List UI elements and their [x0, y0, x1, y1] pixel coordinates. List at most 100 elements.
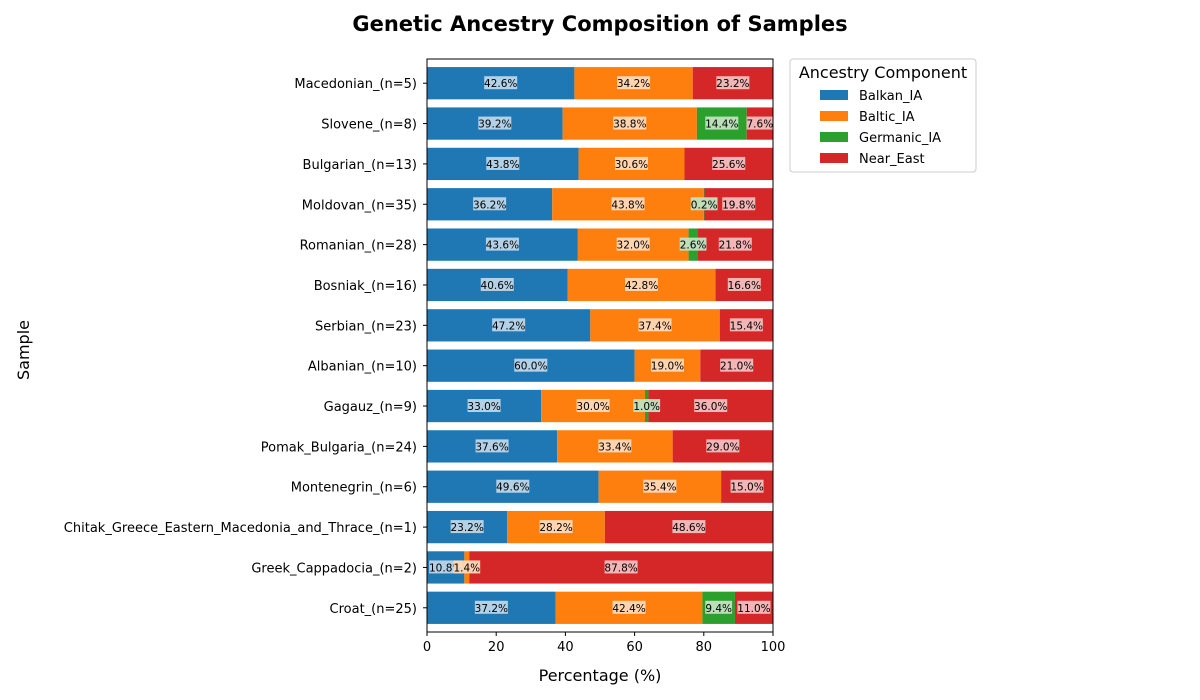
y-tick-label: Macedonian_(n=5) [294, 77, 417, 92]
data-label-background [694, 399, 728, 413]
data-label: 49.6% [496, 482, 529, 494]
data-label: 19.8% [722, 199, 755, 211]
data-label: 42.6% [484, 78, 517, 90]
y-tick-label: Gagauz_(n=9) [324, 400, 417, 415]
data-label-background [478, 116, 512, 130]
data-label-background [576, 399, 610, 413]
data-label: 11.0% [737, 603, 770, 615]
data-label-background [650, 358, 684, 372]
data-label: 39.2% [478, 119, 511, 131]
data-label-background [672, 520, 706, 534]
data-label-background [706, 439, 740, 453]
data-label: 37.2% [475, 603, 508, 615]
data-label-background [539, 520, 573, 534]
data-label-background [496, 479, 530, 493]
x-tick-label: 60 [626, 640, 643, 655]
y-tick-label: Croat_(n=25) [330, 602, 417, 617]
y-tick-label: Bosniak_(n=16) [314, 279, 417, 294]
legend-items: Balkan_IA Baltic_IA Germanic_IA Near_East [820, 89, 941, 167]
data-label: 16.6% [728, 280, 761, 292]
data-label-background [486, 156, 520, 170]
data-label: 36.0% [694, 401, 727, 413]
data-label: 7.6% [747, 119, 774, 131]
data-label-background [492, 318, 526, 332]
legend: Ancestry Component Balkan_IA Baltic_IA Ger… [789, 58, 977, 173]
data-label-background [727, 277, 761, 291]
y-ticks-group: Macedonian_(n=5) Slovene_(n=8) Bulgarian_(… [64, 77, 427, 617]
data-label: 37.6% [475, 441, 508, 453]
data-label-background [450, 520, 484, 534]
data-labels-group: 42.6% 34.2% 23.2% 39.2% 38.8% 14.4% 7.6% 43.8% 3… [429, 76, 774, 615]
data-label-background [718, 237, 752, 251]
data-label-background [475, 439, 509, 453]
data-label: 43.8% [486, 159, 519, 171]
data-label-background [612, 600, 646, 614]
x-tick-label: 40 [557, 640, 574, 655]
y-tick-label: Serbian_(n=23) [315, 319, 417, 334]
y-tick-label: Moldovan_(n=35) [302, 198, 417, 213]
legend-label: Balkan_IA [859, 89, 922, 104]
data-label: 15.4% [730, 320, 763, 332]
data-label: 21.0% [720, 361, 753, 373]
legend-swatch [820, 132, 848, 142]
axes-group [426, 58, 774, 633]
data-label-background [729, 318, 763, 332]
x-tick-label: 80 [696, 640, 713, 655]
legend-label: Germanic_IA [859, 131, 941, 146]
data-label: 43.6% [486, 240, 519, 252]
data-label-background [679, 237, 707, 251]
data-label: 38.8% [613, 119, 646, 131]
data-label: 30.6% [615, 159, 648, 171]
y-tick-label: Chitak_Greece_Eastern_Macedonia_and_Thra… [64, 521, 417, 536]
data-label-background [614, 156, 648, 170]
data-label: 48.6% [672, 522, 705, 534]
legend-swatch [820, 90, 848, 100]
data-label: 1.4% [453, 562, 480, 574]
data-label: 23.2% [450, 522, 483, 534]
y-tick-label: Greek_Cappadocia_(n=2) [251, 561, 417, 576]
data-label-background [625, 277, 659, 291]
data-label: 47.2% [492, 320, 525, 332]
data-label: 28.2% [539, 522, 572, 534]
data-label-background [720, 358, 754, 372]
data-label: 37.4% [638, 320, 671, 332]
data-label: 9.4% [705, 603, 732, 615]
data-label: 14.4% [705, 119, 738, 131]
legend-label: Baltic_IA [859, 110, 915, 125]
data-label: 23.2% [716, 78, 749, 90]
data-label-background [712, 156, 746, 170]
data-label: 33.4% [598, 441, 631, 453]
data-label-background [705, 600, 733, 614]
y-tick-label: Montenegrin_(n=6) [291, 481, 417, 496]
y-tick-label: Romanian_(n=28) [300, 239, 417, 254]
data-label: 32.0% [617, 240, 650, 252]
data-label: 21.8% [719, 240, 752, 252]
data-label-background [473, 197, 507, 211]
chart-title: Genetic Ancestry Composition of Samples [352, 12, 847, 36]
data-label: 42.4% [612, 603, 645, 615]
data-label: 25.6% [712, 159, 745, 171]
x-tick-label: 0 [423, 640, 431, 655]
data-label: 87.8% [604, 562, 637, 574]
data-label-background [617, 76, 651, 90]
y-tick-label: Albanian_(n=10) [308, 360, 417, 375]
data-label-background [633, 399, 661, 413]
data-label-background [705, 116, 739, 130]
legend-swatch [820, 111, 848, 121]
data-label-background [638, 318, 672, 332]
data-label: 34.2% [617, 78, 650, 90]
plot-frame [426, 58, 774, 633]
x-tick-label: 20 [488, 640, 505, 655]
data-label: 60.0% [514, 361, 547, 373]
y-tick-label: Bulgarian_(n=13) [303, 158, 417, 173]
data-label-background [485, 237, 519, 251]
data-label: 29.0% [706, 441, 739, 453]
data-label-background [604, 560, 638, 574]
legend-box [789, 58, 977, 173]
data-label: 19.0% [651, 361, 684, 373]
data-label-background [474, 600, 508, 614]
bars-group [427, 67, 773, 624]
data-label-background [722, 197, 756, 211]
data-label-background [737, 600, 771, 614]
